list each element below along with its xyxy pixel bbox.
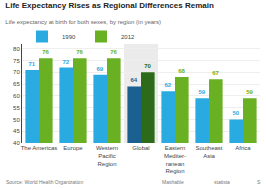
svg-text:62: 62 xyxy=(165,82,172,88)
svg-text:Mashable: Mashable xyxy=(162,179,184,185)
svg-text:S: S xyxy=(257,179,261,185)
svg-text:64: 64 xyxy=(131,77,138,83)
svg-text:70: 70 xyxy=(144,63,151,69)
svg-text:Europe: Europe xyxy=(63,145,83,151)
svg-text:55: 55 xyxy=(13,105,20,111)
svg-text:75: 75 xyxy=(13,58,20,64)
svg-text:Source: World Health Organizat: Source: World Health Organization xyxy=(6,179,83,185)
svg-text:50: 50 xyxy=(13,117,20,123)
svg-text:59: 59 xyxy=(199,89,206,95)
svg-text:76: 76 xyxy=(76,49,83,55)
svg-text:WesternPacificRegion: WesternPacificRegion xyxy=(96,145,118,167)
svg-text:69: 69 xyxy=(97,66,104,72)
svg-text:70: 70 xyxy=(13,69,20,75)
svg-text:Africa: Africa xyxy=(235,145,251,151)
svg-text:2012: 2012 xyxy=(121,34,135,40)
svg-text:Life expectancy at birth for b: Life expectancy at birth for both sexes,… xyxy=(5,19,161,25)
svg-text:1990: 1990 xyxy=(62,34,76,40)
svg-text:50: 50 xyxy=(233,110,240,116)
svg-text:Global: Global xyxy=(132,145,149,151)
svg-text:59: 59 xyxy=(246,89,253,95)
svg-text:68: 68 xyxy=(178,68,185,74)
svg-text:72: 72 xyxy=(63,59,70,65)
svg-text:The Americas: The Americas xyxy=(21,145,58,151)
svg-text:statista: statista xyxy=(214,179,230,185)
svg-text:EasternMediter-raneanRegion: EasternMediter-raneanRegion xyxy=(164,145,186,174)
svg-text:76: 76 xyxy=(42,49,49,55)
svg-text:67: 67 xyxy=(212,70,219,76)
svg-text:45: 45 xyxy=(13,128,20,134)
svg-text:60: 60 xyxy=(13,93,20,99)
svg-text:40: 40 xyxy=(13,140,20,146)
svg-text:Life Expectancy Rises as Regio: Life Expectancy Rises as Regional Differ… xyxy=(5,1,214,10)
svg-text:76: 76 xyxy=(110,49,117,55)
svg-text:71: 71 xyxy=(29,61,36,67)
svg-text:SoutheastAsia: SoutheastAsia xyxy=(195,145,222,159)
svg-text:80: 80 xyxy=(13,46,20,52)
svg-text:65: 65 xyxy=(13,81,20,87)
